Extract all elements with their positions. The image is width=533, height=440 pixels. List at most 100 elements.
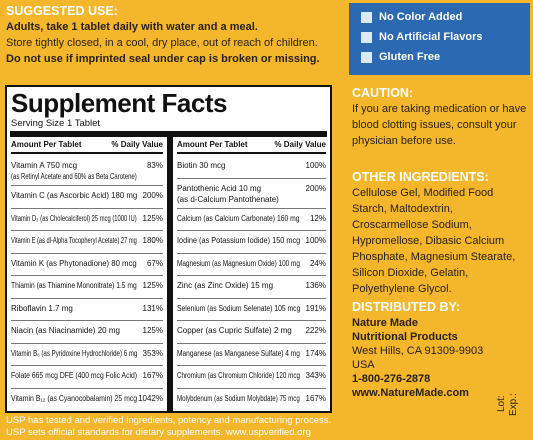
nutrient-name: Copper (as Cupric Sulfate) 2 mg (177, 326, 292, 335)
distributor-line: USA (352, 359, 375, 371)
heading: SUGGESTED USE: (6, 4, 118, 18)
row-rule (177, 320, 326, 321)
usp-line: USP sets official standards for dietary … (6, 427, 311, 438)
nutrient-name: Thiamin (as Thiamine Mononitrate) 1.5 mg (11, 281, 137, 290)
panel-title: Supplement Facts (11, 88, 227, 118)
row-rule (177, 387, 326, 389)
row-rule (177, 207, 326, 209)
nutrient-name: Riboflavin 1.7 mg (11, 303, 73, 313)
ingredient-line: Starch, Maltodextrin, (352, 203, 453, 215)
usp-line: USP has tested and verified ingredients,… (6, 415, 332, 426)
amount-header: Amount Per Tablet (11, 140, 82, 149)
nutrient-source: (as d-Calcium Pantothenate) (177, 194, 279, 204)
nutrient-name: Folate 665 mcg DFE (400 mcg Folic Acid) (11, 371, 138, 380)
row-rule (11, 185, 163, 186)
row-rule (177, 275, 326, 276)
dv-header: % Daily Value (274, 140, 326, 149)
instruction-line: Do not use if imprinted seal under cap i… (6, 53, 320, 65)
amount-header: Amount Per Tablet (177, 140, 248, 149)
caution-line: blood clotting issues, consult your (352, 119, 517, 131)
nutrient-name: Molybdenum (as Sodium Molybdate) 75 mcg (177, 393, 300, 403)
daily-value: 191% (305, 303, 326, 313)
daily-value: 200% (142, 191, 163, 200)
nutrient-name: Biotin 30 mcg (177, 161, 226, 170)
section-heading: DISTRIBUTED BY: (352, 300, 461, 314)
distributor-line: Nutritional Products (352, 331, 458, 343)
row-rule (11, 365, 163, 366)
nutrient-name: Vitamin B₆ (as Pyridoxine Hydrochloride)… (11, 348, 138, 358)
nutrient-source: (as Retinyl Acetate and 60% as Beta Caro… (11, 172, 137, 181)
badge-box: No Color Added No Artificial Flavors Glute… (349, 3, 530, 75)
check-icon (361, 32, 372, 43)
row-rule (177, 177, 326, 179)
row-rule (11, 342, 163, 344)
nutrient-name: Chromium (as Chromium Chloride) 120 mcg (177, 371, 300, 380)
ingredient-line: Phosphate, Magnesium Stearate, (352, 251, 516, 263)
daily-value: 200% (305, 183, 326, 193)
exp-label: Exp.: (508, 393, 519, 416)
row-rule (11, 320, 163, 321)
header-rule (11, 152, 163, 154)
section-heading: CAUTION: (352, 86, 414, 100)
nutrient-name: Niacin (as Niacinamide) 20 mg (11, 326, 120, 335)
distributor-line: www.NatureMade.com (352, 387, 469, 399)
nutrient-name: Vitamin E (as dl-Alpha Tocopheryl Acetat… (11, 236, 137, 245)
column-divider (167, 131, 173, 411)
nutrient-name: Pantothenic Acid 10 mg (177, 183, 262, 193)
daily-value: 125% (142, 213, 163, 223)
row-rule (11, 230, 163, 231)
daily-value: 353% (142, 348, 163, 358)
daily-value: 343% (305, 371, 326, 380)
nutrient-name: Zinc (as Zinc Oxide) 15 mg (177, 281, 274, 290)
instruction-line: Store tightly closed, in a cool, dry pla… (6, 37, 318, 49)
nutrient-name: Selenium (as Sodium Selenate) 105 mcg (177, 303, 301, 313)
instruction-line: Adults, take 1 tablet daily with water a… (6, 21, 258, 33)
nutrient-name: Vitamin K (as Phytonadione) 80 mcg (11, 258, 137, 268)
check-icon (361, 52, 372, 63)
nutrient-name: Calcium (as Calcium Carbonate) 160 mg (177, 213, 300, 223)
ingredient-line: Polyethylene Glycol. (352, 283, 452, 295)
badge-text: No Color Added (379, 11, 463, 23)
ingredient-line: Croscarmellose Sodium, (352, 219, 472, 231)
header-rule (177, 152, 326, 154)
daily-value: 131% (142, 303, 163, 313)
daily-value: 167% (142, 371, 163, 380)
daily-value: 180% (142, 236, 163, 245)
daily-value: 1042% (138, 393, 163, 403)
row-rule (11, 207, 163, 209)
caution-line: physician before use. (352, 135, 456, 147)
row-rule (177, 230, 326, 231)
row-rule (177, 252, 326, 254)
row-rule (11, 275, 163, 276)
daily-value: 12% (309, 213, 326, 223)
check-icon (361, 12, 372, 23)
badge-text: Gluten Free (379, 51, 441, 63)
nutrient-name: Iodine (as Potassium Iodide) 150 mcg (177, 236, 301, 245)
ingredient-line: Hypromellose, Dibasic Calcium (352, 235, 505, 247)
dv-header: % Daily Value (111, 140, 163, 149)
ingredient-line: Silicon Dioxide, Gelatin, (352, 267, 469, 279)
supplement-facts-panel: Supplement Facts Serving Size 1 Tablet Amo… (5, 85, 332, 413)
row-rule (177, 342, 326, 344)
daily-value: 125% (142, 281, 163, 290)
nutrient-name: Vitamin D₃ (as Cholecalciferol) 25 mcg (… (11, 213, 137, 223)
row-rule (11, 387, 163, 389)
ingredient-line: Cellulose Gel, Modified Food (352, 187, 494, 199)
distributor-line: West Hills, CA 91309-9903 (352, 345, 484, 357)
row-rule (11, 297, 163, 299)
serving-size: Serving Size 1 Tablet (11, 118, 101, 129)
daily-value: 174% (305, 348, 326, 358)
daily-value: 24% (309, 258, 326, 268)
distributor-line: Nature Made (352, 317, 419, 329)
daily-value: 100% (305, 236, 326, 245)
row-rule (177, 365, 326, 366)
daily-value: 67% (146, 258, 163, 268)
daily-value: 167% (305, 393, 326, 403)
daily-value: 100% (305, 161, 326, 170)
daily-value: 136% (305, 281, 326, 290)
row-rule (11, 252, 163, 254)
distributor-line: 1-800-276-2878 (352, 373, 431, 385)
daily-value: 222% (305, 326, 326, 335)
nutrient-name: Magnesium (as Magnesium Oxide) 100 mg (177, 258, 300, 268)
